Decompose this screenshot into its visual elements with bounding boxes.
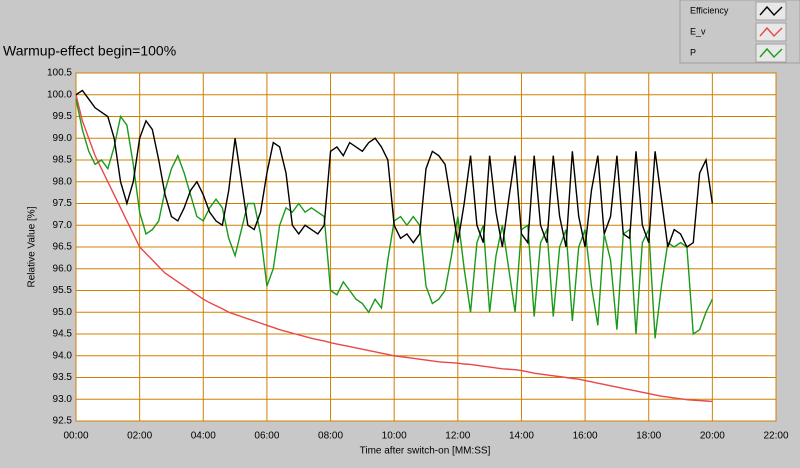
x-tick-label: 18:00 <box>636 431 661 442</box>
x-tick-label: 12:00 <box>445 431 470 442</box>
legend-swatch <box>759 5 783 17</box>
y-tick-label: 92.5 <box>53 416 73 427</box>
x-axis-label: Time after switch-on [MM:SS] <box>360 446 491 457</box>
y-tick-label: 93.5 <box>53 372 73 383</box>
y-tick-label: 100.5 <box>47 68 72 79</box>
y-tick-label: 93.0 <box>53 394 73 405</box>
y-axis-label: Relative Value [%] <box>27 206 38 287</box>
y-tick-label: 99.5 <box>53 111 73 122</box>
legend-label: P <box>690 47 696 57</box>
y-tick-label: 94.0 <box>53 350 73 361</box>
x-tick-label: 06:00 <box>254 431 279 442</box>
y-tick-label: 97.5 <box>53 198 73 209</box>
x-tick-label: 00:00 <box>63 431 88 442</box>
chart-title: Warmup-effect begin=100% <box>3 43 176 59</box>
legend-label: Efficiency <box>690 5 729 15</box>
x-tick-label: 14:00 <box>509 431 534 442</box>
x-tick-label: 02:00 <box>127 431 152 442</box>
x-tick-label: 10:00 <box>382 431 407 442</box>
data-line <box>75 94 713 403</box>
y-tick-label: 100.0 <box>47 89 72 100</box>
x-tick-label: 22:00 <box>763 431 788 442</box>
x-tick-label: 04:00 <box>191 431 216 442</box>
legend-swatch <box>759 47 783 59</box>
y-tick-label: 97.0 <box>53 220 73 231</box>
y-tick-label: 99.0 <box>53 133 73 144</box>
y-tick-label: 98.0 <box>53 176 73 187</box>
legend-swatch <box>759 26 783 38</box>
y-tick-label: 95.5 <box>53 285 73 296</box>
y-tick-label: 96.0 <box>53 263 73 274</box>
x-tick-label: 08:00 <box>318 431 343 442</box>
y-tick-label: 96.5 <box>53 242 73 253</box>
x-tick-label: 16:00 <box>573 431 598 442</box>
data-line <box>75 89 714 249</box>
y-tick-label: 94.5 <box>53 329 73 340</box>
y-tick-label: 95.0 <box>53 307 73 318</box>
x-tick-label: 20:00 <box>700 431 725 442</box>
legend-label: E_v <box>690 26 706 36</box>
y-tick-label: 98.5 <box>53 155 73 166</box>
